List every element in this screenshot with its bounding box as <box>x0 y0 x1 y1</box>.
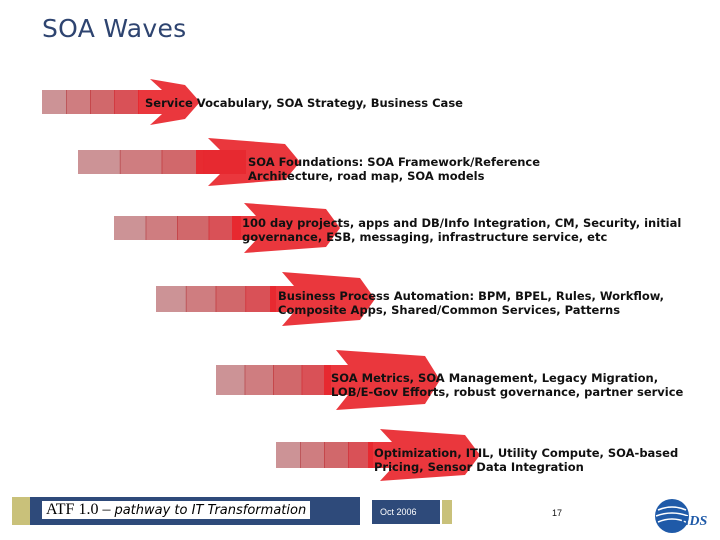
wave-5-line-1: SOA Metrics, SOA Management, Legacy Migr… <box>331 371 659 385</box>
wave-4-band-segment <box>156 286 187 312</box>
wave-5-band-segment <box>216 365 246 395</box>
wave-3-band-segment <box>145 216 178 240</box>
wave-1-band-segment <box>66 90 91 114</box>
wave-6-line-1: Optimization, ITIL, Utility Compute, SOA… <box>374 446 679 460</box>
eds-logo-icon: EDS <box>655 499 707 533</box>
slide-title: SOA Waves <box>42 14 187 43</box>
wave-3-arrow <box>232 203 340 253</box>
wave-6-arrow <box>368 429 480 481</box>
wave-1-band-segment <box>114 90 139 114</box>
eds-logo-text: EDS <box>679 514 707 529</box>
wave-3-text: 100 day projects, apps and DB/Info Integ… <box>242 216 681 244</box>
wave-6-band-segment <box>276 442 301 468</box>
wave-4-line-2: Composite Apps, Shared/Common Services, … <box>278 303 621 317</box>
footer-product: ATF 1.0 <box>46 501 99 518</box>
wave-6-band-segment <box>324 442 349 468</box>
wave-3-band-segment <box>177 216 210 240</box>
footer-dash: – <box>98 501 115 518</box>
wave-2-line-2: Architecture, road map, SOA models <box>248 169 485 183</box>
wave-6-band-segment <box>300 442 325 468</box>
wave-3-line-2: governance, ESB, messaging, infrastructu… <box>242 230 608 244</box>
wave-2-line-1: SOA Foundations: SOA Framework/Reference <box>248 155 541 169</box>
footer-title: ATF 1.0 – pathway to IT Transformation <box>42 501 311 519</box>
wave-4-line-1: Business Process Automation: BPM, BPEL, … <box>278 289 665 303</box>
wave-5-band-segment <box>273 365 303 395</box>
wave-4-text: Business Process Automation: BPM, BPEL, … <box>278 289 664 317</box>
wave-1-band-segment <box>90 90 115 114</box>
wave-6-text: Optimization, ITIL, Utility Compute, SOA… <box>374 446 678 474</box>
wave-1-arrow <box>138 79 200 125</box>
footer-date-accent <box>442 500 452 524</box>
wave-3-line-1: 100 day projects, apps and DB/Info Integ… <box>242 216 682 230</box>
wave-2-arrow <box>196 138 300 186</box>
wave-1-line-1: Service Vocabulary, SOA Strategy, Busine… <box>145 96 463 110</box>
footer-subtitle: pathway to IT Transformation <box>114 503 307 518</box>
wave-4-band-segment <box>185 286 217 312</box>
wave-4-arrow <box>270 272 375 326</box>
wave-5-line-2: LOB/E-Gov Efforts, robust governance, pa… <box>331 385 684 399</box>
wave-1-text: Service Vocabulary, SOA Strategy, Busine… <box>145 96 463 110</box>
wave-2-band-segment <box>78 150 121 174</box>
page-number: 17 <box>552 508 563 518</box>
wave-6-line-2: Pricing, Sensor Data Integration <box>374 460 584 474</box>
wave-5-band-segment <box>244 365 274 395</box>
wave-5-arrow <box>324 350 440 410</box>
footer-date: Oct 2006 <box>372 500 440 524</box>
wave-1-band-segment <box>42 90 67 114</box>
wave-3-band-segment <box>114 216 147 240</box>
wave-2-text: SOA Foundations: SOA Framework/Reference… <box>248 155 540 183</box>
wave-4-band-segment <box>215 286 247 312</box>
wave-2-band-segment <box>119 150 163 174</box>
wave-5-text: SOA Metrics, SOA Management, Legacy Migr… <box>331 371 683 399</box>
